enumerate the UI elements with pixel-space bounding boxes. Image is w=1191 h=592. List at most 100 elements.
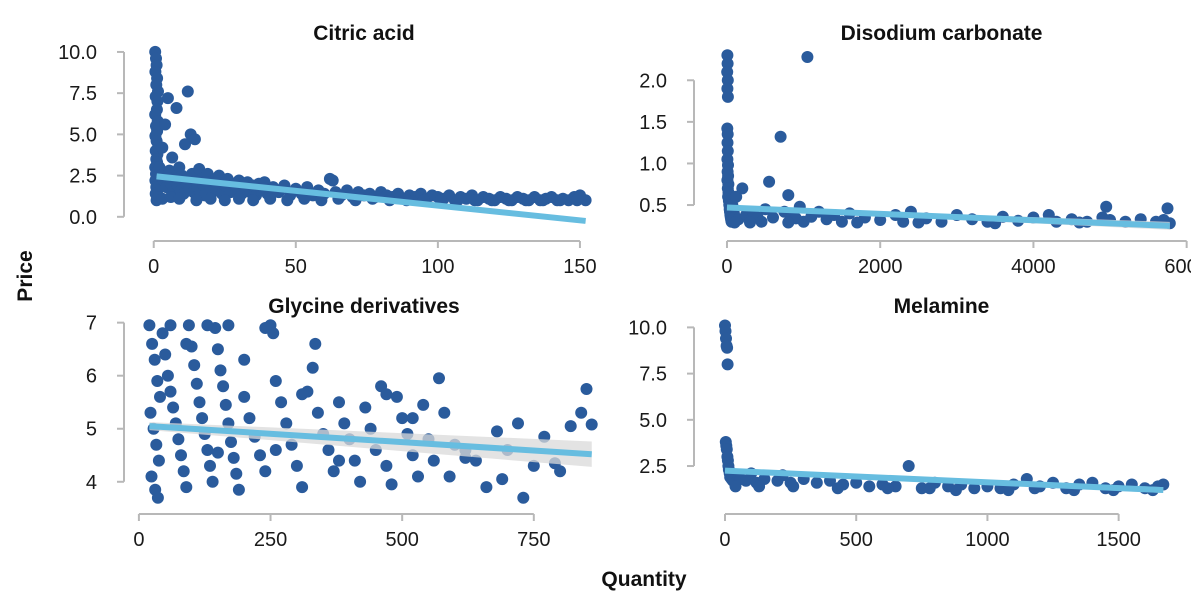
- data-point: [151, 491, 164, 504]
- data-point: [206, 475, 219, 488]
- data-point: [247, 194, 260, 207]
- data-point: [721, 90, 734, 103]
- data-point: [232, 483, 245, 496]
- data-point: [222, 319, 235, 332]
- data-point: [554, 194, 567, 207]
- y-tick-label: 10.0: [58, 42, 97, 64]
- data-point: [154, 390, 166, 403]
- data-point: [390, 390, 403, 403]
- panel-disodium-carbonate: Disodium carbonate 0 2000 4000 6000 0.5 1.0 1.5…: [639, 22, 1191, 278]
- data-point: [275, 396, 288, 409]
- data-point: [181, 85, 194, 98]
- data-point: [327, 465, 340, 478]
- data-point: [159, 118, 172, 131]
- data-point: [787, 480, 800, 493]
- data-point: [201, 319, 214, 332]
- data-point: [233, 192, 245, 205]
- data-point: [238, 390, 251, 403]
- data-point: [146, 337, 159, 350]
- x-tick-label: 0: [719, 529, 730, 551]
- x-tick-label: 150: [563, 256, 596, 278]
- data-point: [438, 406, 451, 419]
- data-point: [193, 396, 206, 409]
- data-point: [433, 372, 445, 385]
- data-point: [164, 319, 177, 332]
- data-point: [527, 459, 540, 472]
- data-point: [412, 470, 424, 483]
- data-point: [512, 417, 524, 430]
- data-point: [180, 337, 193, 350]
- data-point: [520, 194, 532, 207]
- data-point: [728, 216, 741, 229]
- data-point: [280, 417, 293, 430]
- panel-title: Melamine: [894, 295, 990, 318]
- data-point: [161, 369, 174, 382]
- data-point: [575, 406, 588, 419]
- data-point: [767, 211, 779, 224]
- x-tick-label: 2000: [858, 256, 903, 278]
- data-point: [810, 476, 823, 489]
- data-point: [348, 454, 361, 467]
- data-point: [774, 130, 787, 143]
- data-point: [177, 465, 190, 478]
- data-point: [150, 438, 163, 451]
- data-point: [254, 449, 266, 462]
- y-tick-label: 7: [86, 313, 97, 335]
- data-point: [190, 377, 203, 390]
- y-tick-label: 2.5: [639, 456, 667, 478]
- data-point: [580, 383, 593, 395]
- data-point: [243, 412, 256, 425]
- data-point: [238, 353, 251, 366]
- data-point: [1002, 484, 1015, 497]
- x-axis-title: Quantity: [601, 568, 686, 591]
- data-point: [225, 436, 237, 448]
- data-point: [219, 398, 232, 411]
- data-point: [949, 484, 962, 497]
- y-tick-label: 5.0: [639, 410, 667, 432]
- y-axis-title: Price: [14, 250, 37, 301]
- panel-citric-acid: Citric acid 0 50 100 150 0.0 2.5 5.0 7.5 10.0: [58, 22, 597, 278]
- x-tick-label: 750: [517, 529, 550, 551]
- data-point: [354, 475, 367, 488]
- data-point: [502, 194, 515, 207]
- x-tick-label: 6000: [1164, 256, 1191, 278]
- data-point: [468, 194, 481, 207]
- data-point: [173, 192, 186, 205]
- data-point: [214, 364, 227, 377]
- data-point: [161, 92, 174, 105]
- panel-title: Disodium carbonate: [841, 22, 1043, 45]
- data-point: [152, 454, 165, 467]
- data-point: [296, 388, 309, 401]
- x-tick-label: 250: [254, 529, 287, 551]
- data-point: [1161, 202, 1174, 215]
- data-point: [296, 481, 309, 494]
- x-tick-label: 0: [133, 529, 144, 551]
- data-point: [148, 353, 161, 366]
- data-point: [1100, 200, 1113, 213]
- data-point: [333, 396, 345, 409]
- data-point: [201, 444, 214, 456]
- data-point: [322, 444, 335, 456]
- data-point: [874, 214, 887, 226]
- data-point: [902, 460, 915, 472]
- data-point: [417, 398, 430, 411]
- data-point: [259, 322, 272, 334]
- data-point: [164, 385, 177, 398]
- y-tick-label: 0.0: [69, 207, 97, 229]
- data-point: [485, 194, 498, 207]
- data-point: [326, 174, 339, 187]
- data-point: [333, 454, 345, 467]
- data-point: [180, 481, 193, 494]
- data-point: [230, 467, 243, 480]
- data-point: [443, 470, 456, 483]
- data-point: [782, 216, 795, 229]
- data-point: [188, 359, 201, 372]
- data-point: [166, 151, 179, 164]
- x-tick-label: 0: [721, 256, 732, 278]
- x-tick-label: 1500: [1096, 529, 1141, 551]
- data-point: [211, 446, 224, 459]
- data-point: [831, 482, 844, 495]
- x-tick-label: 0: [148, 256, 159, 278]
- data-point: [167, 401, 180, 414]
- data-point: [721, 358, 734, 371]
